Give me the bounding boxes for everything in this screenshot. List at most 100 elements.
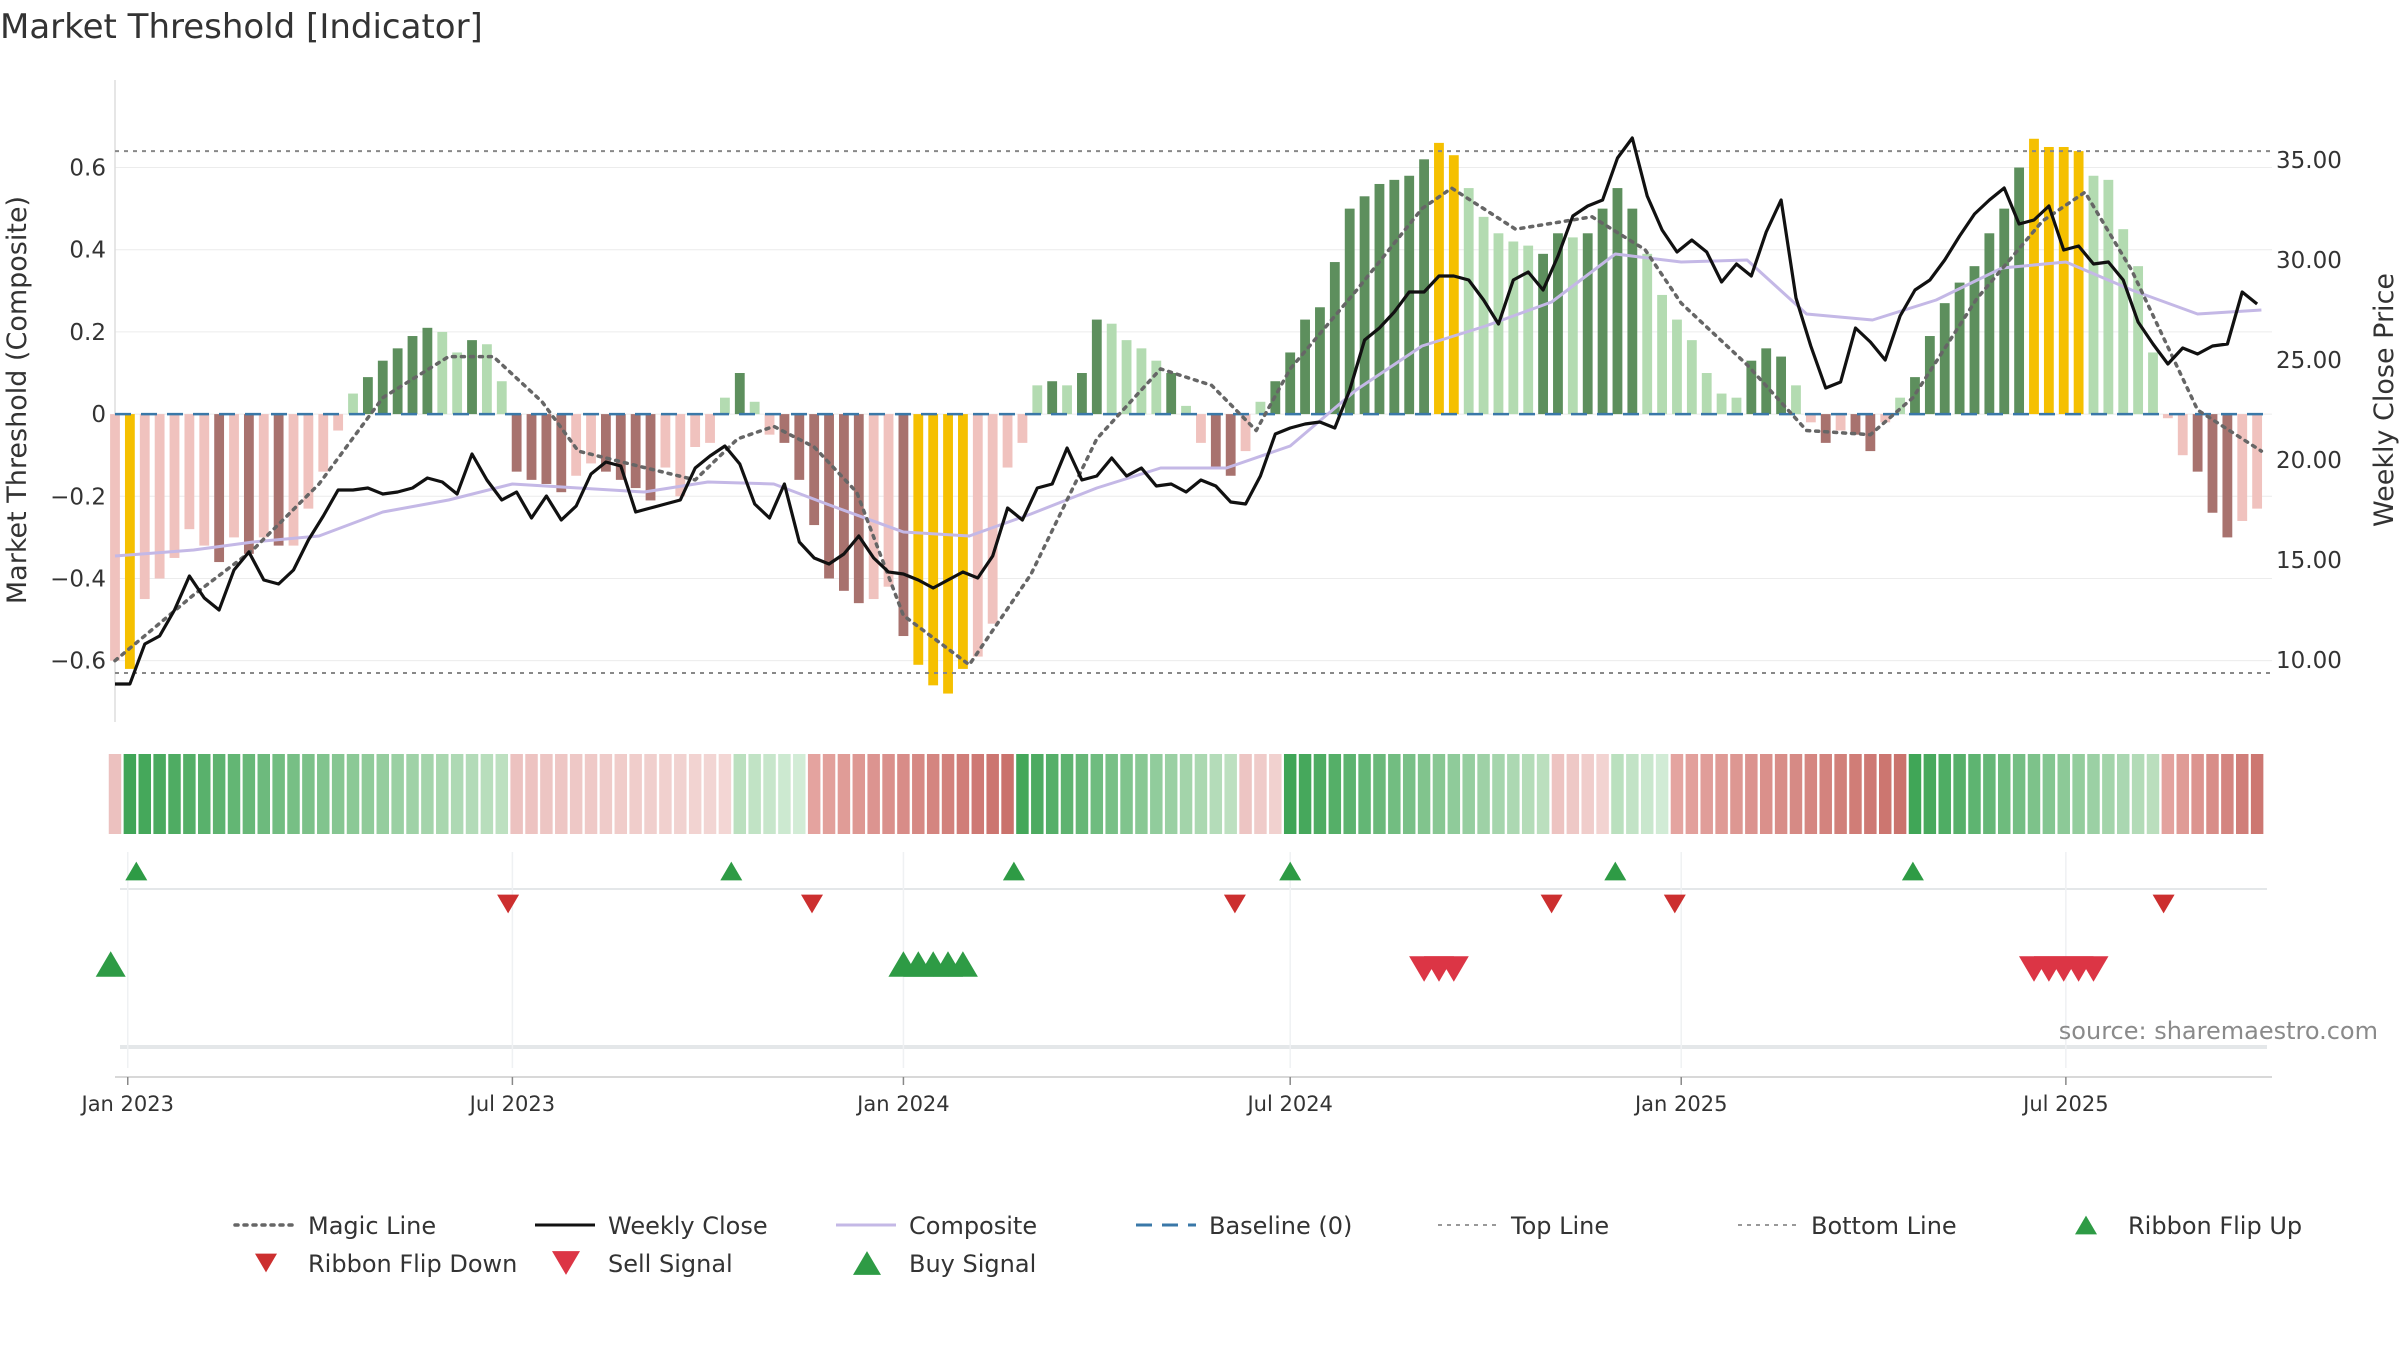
composite-bar bbox=[2192, 414, 2203, 472]
ribbon-cell bbox=[1432, 754, 1446, 834]
composite-bars bbox=[110, 138, 2263, 694]
ribbon-cell bbox=[1060, 754, 1074, 834]
composite-bar bbox=[898, 414, 909, 637]
ribbon-cell bbox=[138, 754, 151, 834]
composite-bar bbox=[690, 414, 701, 447]
composite-bar bbox=[1657, 294, 1667, 415]
ribbon-cell bbox=[346, 754, 360, 834]
composite-bar bbox=[1240, 414, 1251, 452]
composite-bar bbox=[318, 414, 329, 472]
ribbon-cell bbox=[867, 754, 880, 834]
ribbon-cell bbox=[1655, 754, 1669, 834]
composite-bar bbox=[1716, 393, 1727, 415]
composite-bar bbox=[630, 414, 641, 489]
composite-bar bbox=[2073, 151, 2084, 415]
composite-bar bbox=[1895, 397, 1906, 415]
composite-bar bbox=[169, 414, 180, 558]
composite-bar bbox=[883, 414, 894, 587]
composite-bar bbox=[1448, 155, 1459, 415]
composite-bar bbox=[1731, 397, 1742, 415]
y-tick-label-right: 10.00 bbox=[2276, 648, 2342, 674]
ribbon-cell bbox=[1358, 754, 1371, 834]
weekly-close-line bbox=[115, 136, 2259, 686]
ribbon-cell bbox=[317, 754, 330, 834]
composite-bar bbox=[1121, 340, 1132, 415]
legend-label: Buy Signal bbox=[909, 1250, 1036, 1278]
ribbon-cell bbox=[1150, 754, 1163, 834]
ribbon-cell bbox=[555, 754, 568, 834]
composite-bar bbox=[139, 414, 150, 600]
ribbon-cell bbox=[1135, 754, 1148, 834]
ribbon-cell bbox=[1730, 754, 1743, 834]
ribbon-cell bbox=[183, 754, 196, 834]
composite-bar bbox=[2058, 146, 2069, 415]
ribbon-cell bbox=[1715, 754, 1728, 834]
ribbon-flip-up-marker bbox=[1604, 861, 1627, 881]
composite-bar bbox=[1567, 237, 1578, 415]
ribbon-flip-up-marker bbox=[125, 861, 148, 881]
composite-bar bbox=[1686, 340, 1697, 415]
composite-bar bbox=[333, 414, 344, 431]
ribbon-cell bbox=[1596, 754, 1609, 834]
legend-label: Magic Line bbox=[308, 1212, 436, 1240]
ribbon-cell bbox=[1923, 754, 1937, 834]
composite-bar bbox=[1344, 208, 1355, 415]
composite-bar bbox=[645, 414, 656, 501]
ribbon-flip-down-marker bbox=[2152, 894, 2175, 914]
ribbon-cell bbox=[123, 754, 137, 834]
ribbon-cell bbox=[1685, 754, 1699, 834]
legend-item: Bottom Line bbox=[1738, 1212, 1957, 1240]
ribbon-cell bbox=[510, 754, 523, 834]
composite-bar bbox=[571, 414, 582, 476]
composite-bar bbox=[2029, 138, 2039, 415]
x-tick-label: Jul 2023 bbox=[468, 1092, 555, 1116]
composite-bar bbox=[1835, 414, 1846, 431]
ribbon-cell bbox=[763, 754, 776, 834]
ribbon-cell bbox=[748, 754, 761, 834]
ribbon-cell bbox=[1700, 754, 1713, 834]
y-tick-label-right: 20.00 bbox=[2276, 448, 2342, 474]
composite-bar bbox=[1091, 319, 1102, 415]
ribbon-cell bbox=[1001, 754, 1014, 834]
composite-bar bbox=[407, 336, 418, 415]
ribbon-cell bbox=[1090, 754, 1104, 834]
composite-bar bbox=[1939, 303, 1950, 415]
ribbon-cell bbox=[837, 754, 851, 834]
composite-bar bbox=[184, 414, 195, 530]
ribbon-cell bbox=[436, 754, 449, 834]
ribbon-cell bbox=[1209, 754, 1223, 834]
y-axis-left-label: Market Threshold (Composite) bbox=[2, 196, 33, 604]
ribbon-flip-down-marker bbox=[497, 894, 520, 914]
ribbon-cell bbox=[1164, 754, 1178, 834]
ribbon-cell bbox=[212, 754, 226, 834]
y-axis-right-label: Weekly Close Price bbox=[2369, 273, 2400, 527]
legend-item: Ribbon Flip Up bbox=[2075, 1212, 2302, 1240]
ribbon-cell bbox=[1819, 754, 1832, 834]
composite-bar bbox=[1062, 385, 1072, 415]
composite-bar bbox=[1701, 373, 1712, 415]
ribbon-cell bbox=[2161, 754, 2175, 834]
legend-label: Composite bbox=[909, 1212, 1037, 1240]
composite-bar bbox=[734, 373, 745, 415]
composite-bar bbox=[2222, 414, 2233, 538]
legend-label: Weekly Close bbox=[608, 1212, 768, 1240]
ribbon-cell bbox=[688, 754, 702, 834]
y-tick-label-left: 0.4 bbox=[69, 238, 106, 264]
y-tick-label-right: 15.00 bbox=[2276, 548, 2342, 574]
ribbon-cell bbox=[644, 754, 657, 834]
composite-bar bbox=[1419, 159, 1429, 415]
ribbon-flip-down-marker bbox=[801, 894, 823, 914]
ribbon-cell bbox=[465, 754, 479, 834]
composite-bar bbox=[928, 414, 939, 686]
composite-bar bbox=[496, 381, 507, 415]
composite-bar bbox=[288, 414, 299, 546]
composite-bar bbox=[958, 414, 968, 669]
legend-label: Bottom Line bbox=[1811, 1212, 1957, 1240]
composite-bar bbox=[1463, 188, 1474, 415]
composite-bar bbox=[779, 414, 790, 443]
composite-bar bbox=[1538, 253, 1548, 415]
composite-bar bbox=[2177, 414, 2188, 456]
ribbon-cell bbox=[1893, 754, 1907, 834]
ribbon-cell bbox=[912, 754, 925, 834]
ribbon-cell bbox=[421, 754, 434, 834]
